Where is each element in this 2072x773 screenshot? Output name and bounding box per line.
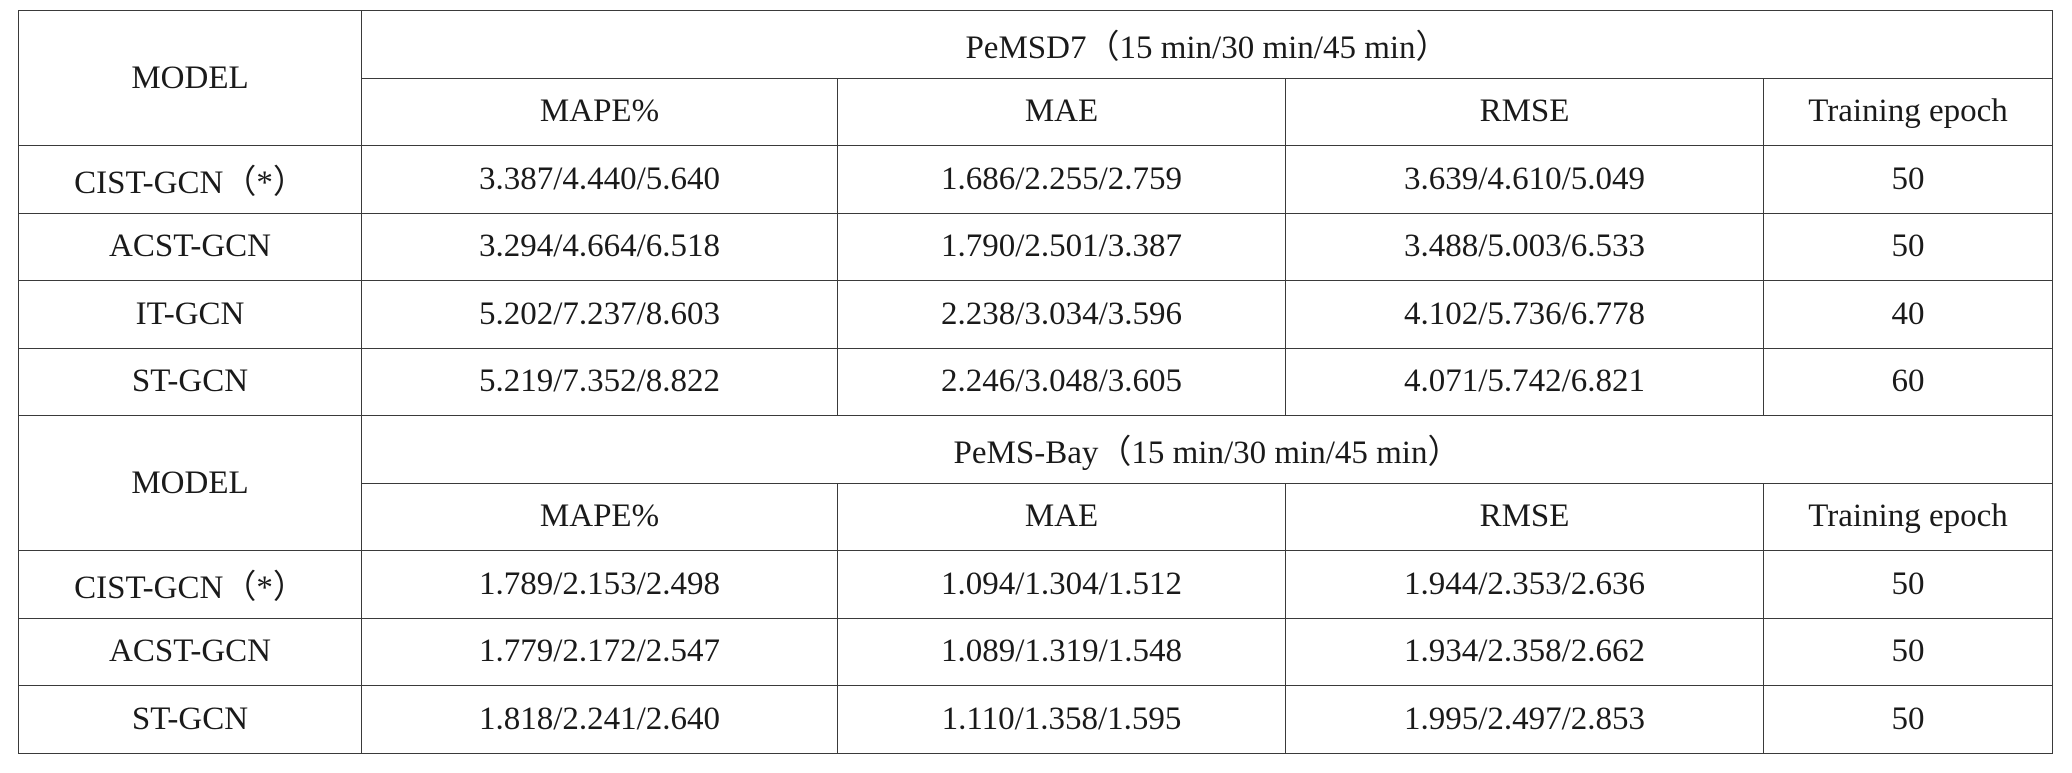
rmse-cell: 3.639/4.610/5.049 — [1285, 145, 1764, 214]
rmse-cell: 1.934/2.358/2.662 — [1285, 617, 1764, 686]
mape-cell: 3.294/4.664/6.518 — [361, 212, 838, 281]
mae-cell: 1.686/2.255/2.759 — [837, 145, 1286, 214]
mae-cell: 2.246/3.048/3.605 — [837, 347, 1286, 416]
rmse-cell: 1.944/2.353/2.636 — [1285, 550, 1764, 619]
table-row: ACST-GCN 3.294/4.664/6.518 1.790/2.501/3… — [18, 212, 2053, 281]
mae-cell: 1.110/1.358/1.595 — [837, 685, 1286, 754]
model-cell: ST-GCN — [18, 685, 362, 754]
table-row: CIST-GCN（*） 1.789/2.153/2.498 1.094/1.30… — [18, 550, 2053, 619]
table-row: ACST-GCN 1.779/2.172/2.547 1.089/1.319/1… — [18, 617, 2053, 686]
section-title-row: MODEL PeMS-Bay（15 min/30 min/45 min） — [18, 415, 2053, 551]
mape-cell: 5.202/7.237/8.603 — [361, 280, 838, 349]
column-header-mae: MAE — [837, 77, 1286, 146]
epoch-cell: 50 — [1763, 145, 2053, 214]
model-cell: IT-GCN — [18, 280, 362, 349]
model-cell: ST-GCN — [18, 347, 362, 416]
table-row: IT-GCN 5.202/7.237/8.603 2.238/3.034/3.5… — [18, 280, 2053, 349]
rmse-cell: 4.102/5.736/6.778 — [1285, 280, 1764, 349]
epoch-cell: 50 — [1763, 550, 2053, 619]
section-title-row: MODEL PeMSD7（15 min/30 min/45 min） — [18, 10, 2053, 146]
epoch-cell: 60 — [1763, 347, 2053, 416]
model-cell: ACST-GCN — [18, 617, 362, 686]
mae-cell: 1.089/1.319/1.548 — [837, 617, 1286, 686]
model-cell: CIST-GCN（*） — [18, 550, 362, 619]
column-header-mae: MAE — [837, 482, 1286, 551]
model-header: MODEL — [18, 415, 362, 551]
mape-cell: 1.779/2.172/2.547 — [361, 617, 838, 686]
epoch-cell: 50 — [1763, 685, 2053, 754]
column-header-epoch: Training epoch — [1763, 482, 2053, 551]
mape-cell: 5.219/7.352/8.822 — [361, 347, 838, 416]
mae-cell: 1.790/2.501/3.387 — [837, 212, 1286, 281]
column-header-mape: MAPE% — [361, 77, 838, 146]
table-row: CIST-GCN（*） 3.387/4.440/5.640 1.686/2.25… — [18, 145, 2053, 214]
rmse-cell: 3.488/5.003/6.533 — [1285, 212, 1764, 281]
epoch-cell: 50 — [1763, 212, 2053, 281]
epoch-cell: 50 — [1763, 617, 2053, 686]
table-row: ST-GCN 1.818/2.241/2.640 1.110/1.358/1.5… — [18, 685, 2053, 754]
mae-cell: 1.094/1.304/1.512 — [837, 550, 1286, 619]
column-header-epoch: Training epoch — [1763, 77, 2053, 146]
rmse-cell: 1.995/2.497/2.853 — [1285, 685, 1764, 754]
column-header-mape: MAPE% — [361, 482, 838, 551]
mape-cell: 3.387/4.440/5.640 — [361, 145, 838, 214]
mape-cell: 1.818/2.241/2.640 — [361, 685, 838, 754]
dataset-title: PeMS-Bay（15 min/30 min/45 min） — [361, 415, 2053, 484]
mae-cell: 2.238/3.034/3.596 — [837, 280, 1286, 349]
column-header-rmse: RMSE — [1285, 482, 1764, 551]
epoch-cell: 40 — [1763, 280, 2053, 349]
results-table: MODEL PeMSD7（15 min/30 min/45 min） MAPE%… — [18, 10, 2053, 754]
model-cell: ACST-GCN — [18, 212, 362, 281]
column-header-rmse: RMSE — [1285, 77, 1764, 146]
model-header: MODEL — [18, 10, 362, 146]
model-cell: CIST-GCN（*） — [18, 145, 362, 214]
table-row: ST-GCN 5.219/7.352/8.822 2.246/3.048/3.6… — [18, 347, 2053, 416]
dataset-title: PeMSD7（15 min/30 min/45 min） — [361, 10, 2053, 79]
mape-cell: 1.789/2.153/2.498 — [361, 550, 838, 619]
rmse-cell: 4.071/5.742/6.821 — [1285, 347, 1764, 416]
